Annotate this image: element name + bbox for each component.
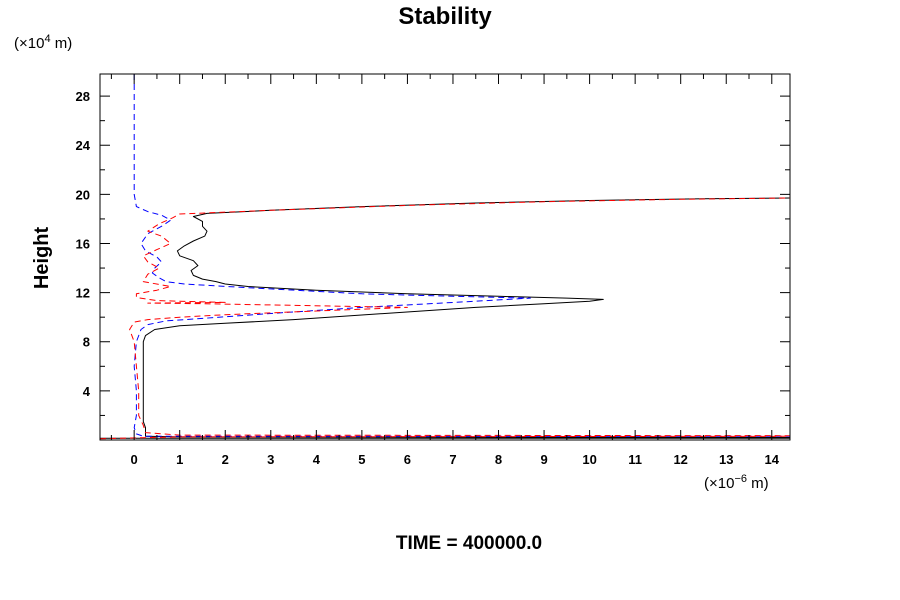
- x-tick-label: 1: [176, 452, 183, 467]
- plot-frame: [99, 73, 791, 441]
- series-line-1: [133, 74, 790, 437]
- x-tick-label: 6: [404, 452, 411, 467]
- y-tick-label: 12: [76, 286, 90, 301]
- y-tick-label: 16: [76, 236, 90, 251]
- series-line-2: [100, 197, 790, 440]
- x-tick-label: 10: [582, 452, 596, 467]
- y-tick-label: 20: [76, 187, 90, 202]
- x-tick-label: 5: [358, 452, 365, 467]
- x-tick-label: 12: [673, 452, 687, 467]
- x-tick-label: 2: [222, 452, 229, 467]
- y-tick-label: 24: [76, 138, 91, 153]
- x-tick-label: 4: [313, 452, 321, 467]
- chart-title: Stability: [398, 3, 492, 30]
- y-tick-label: 8: [83, 335, 90, 350]
- y-axis-label: Height: [31, 227, 53, 290]
- x-tick-label: 8: [495, 452, 502, 467]
- x-tick-label: 13: [719, 452, 733, 467]
- x-tick-label: 7: [449, 452, 456, 467]
- x-tick-label: 9: [540, 452, 547, 467]
- x-tick-label: 14: [765, 452, 780, 467]
- x-tick-label: 0: [131, 452, 138, 467]
- series-layer: [100, 74, 790, 440]
- x-tick-label: 3: [267, 452, 274, 467]
- series-line-0: [100, 197, 790, 439]
- y-axis-units: (×104 m): [14, 33, 72, 52]
- y-tick-label: 4: [83, 384, 91, 399]
- x-tick-label: 11: [628, 452, 642, 467]
- x-axis-units: (×10−6 m): [704, 473, 769, 492]
- y-tick-label: 28: [76, 89, 90, 104]
- time-label: TIME = 400000.0: [396, 533, 542, 554]
